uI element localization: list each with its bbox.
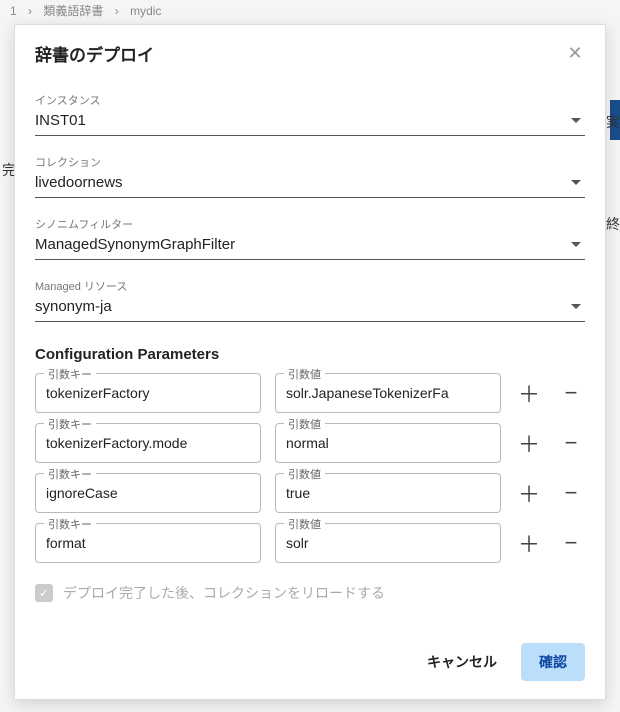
field-value: ManagedSynonymGraphFilter (35, 236, 235, 253)
param-value-field[interactable]: 引数値 (275, 373, 501, 413)
field-value: livedoornews (35, 174, 123, 191)
field-label: 引数値 (284, 416, 325, 432)
instance-select[interactable]: インスタンス INST01 (35, 92, 585, 136)
field-label: 引数キー (44, 516, 96, 532)
remove-param-icon[interactable]: − (557, 479, 585, 507)
param-key-field[interactable]: 引数キー (35, 423, 261, 463)
param-key-input[interactable] (46, 435, 250, 451)
deploy-dictionary-modal: 辞書のデプロイ ✕ インスタンス INST01 コレクション livedoorn… (14, 24, 606, 700)
modal-title: 辞書のデプロイ (35, 41, 154, 66)
checkbox-label: デプロイ完了した後、コレクションをリロードする (63, 583, 385, 603)
remove-param-icon[interactable]: − (557, 529, 585, 557)
field-label: シノニムフィルター (35, 216, 585, 232)
checkbox-icon: ✓ (35, 584, 53, 602)
breadcrumb: 1 › 類義語辞書 › mydic (0, 2, 620, 22)
breadcrumb-item: 1 (10, 4, 17, 18)
bg-text: 実 (606, 112, 620, 132)
param-key-input[interactable] (46, 535, 250, 551)
add-param-icon[interactable]: ＋ (515, 479, 543, 507)
field-label: コレクション (35, 154, 585, 170)
close-icon[interactable]: ✕ (565, 44, 585, 64)
param-value-input[interactable] (286, 385, 490, 401)
param-key-field[interactable]: 引数キー (35, 523, 261, 563)
field-label: 引数値 (284, 466, 325, 482)
field-label: 引数キー (44, 466, 96, 482)
breadcrumb-item: 類義語辞書 (43, 4, 103, 18)
managed-resource-select[interactable]: Managed リソース synonym-ja (35, 278, 585, 322)
chevron-down-icon (571, 180, 581, 185)
add-param-icon[interactable]: ＋ (515, 429, 543, 457)
param-row: 引数キー引数値 ＋− (35, 473, 585, 513)
param-value-field[interactable]: 引数値 (275, 523, 501, 563)
param-key-input[interactable] (46, 485, 250, 501)
bg-text: 終 (606, 214, 620, 234)
reload-collection-checkbox[interactable]: ✓ デプロイ完了した後、コレクションをリロードする (35, 583, 585, 603)
param-value-field[interactable]: 引数値 (275, 423, 501, 463)
field-value: INST01 (35, 112, 86, 129)
chevron-down-icon (571, 118, 581, 123)
collection-select[interactable]: コレクション livedoornews (35, 154, 585, 198)
param-row: 引数キー引数値 ＋− (35, 523, 585, 563)
field-label: Managed リソース (35, 278, 585, 294)
cancel-button[interactable]: キャンセル (417, 644, 507, 680)
param-value-input[interactable] (286, 485, 490, 501)
field-label: 引数値 (284, 366, 325, 382)
field-label: インスタンス (35, 92, 585, 108)
param-key-field[interactable]: 引数キー (35, 373, 261, 413)
modal-body: インスタンス INST01 コレクション livedoornews シノニムフィ… (15, 74, 605, 629)
synonym-filter-select[interactable]: シノニムフィルター ManagedSynonymGraphFilter (35, 216, 585, 260)
chevron-down-icon (571, 304, 581, 309)
field-label: 引数値 (284, 516, 325, 532)
param-key-field[interactable]: 引数キー (35, 473, 261, 513)
modal-header: 辞書のデプロイ ✕ (15, 25, 605, 74)
remove-param-icon[interactable]: − (557, 429, 585, 457)
chevron-down-icon (571, 242, 581, 247)
param-value-input[interactable] (286, 535, 490, 551)
param-row: 引数キー引数値 ＋− (35, 373, 585, 413)
breadcrumb-item: mydic (130, 4, 161, 18)
field-value: synonym-ja (35, 298, 112, 315)
param-value-field[interactable]: 引数値 (275, 473, 501, 513)
confirm-button[interactable]: 確認 (521, 643, 585, 681)
remove-param-icon[interactable]: − (557, 379, 585, 407)
configuration-parameters-title: Configuration Parameters (35, 346, 585, 363)
field-label: 引数キー (44, 366, 96, 382)
add-param-icon[interactable]: ＋ (515, 379, 543, 407)
param-value-input[interactable] (286, 435, 490, 451)
add-param-icon[interactable]: ＋ (515, 529, 543, 557)
field-label: 引数キー (44, 416, 96, 432)
param-row: 引数キー引数値 ＋− (35, 423, 585, 463)
param-key-input[interactable] (46, 385, 250, 401)
modal-footer: キャンセル 確認 (15, 629, 605, 699)
